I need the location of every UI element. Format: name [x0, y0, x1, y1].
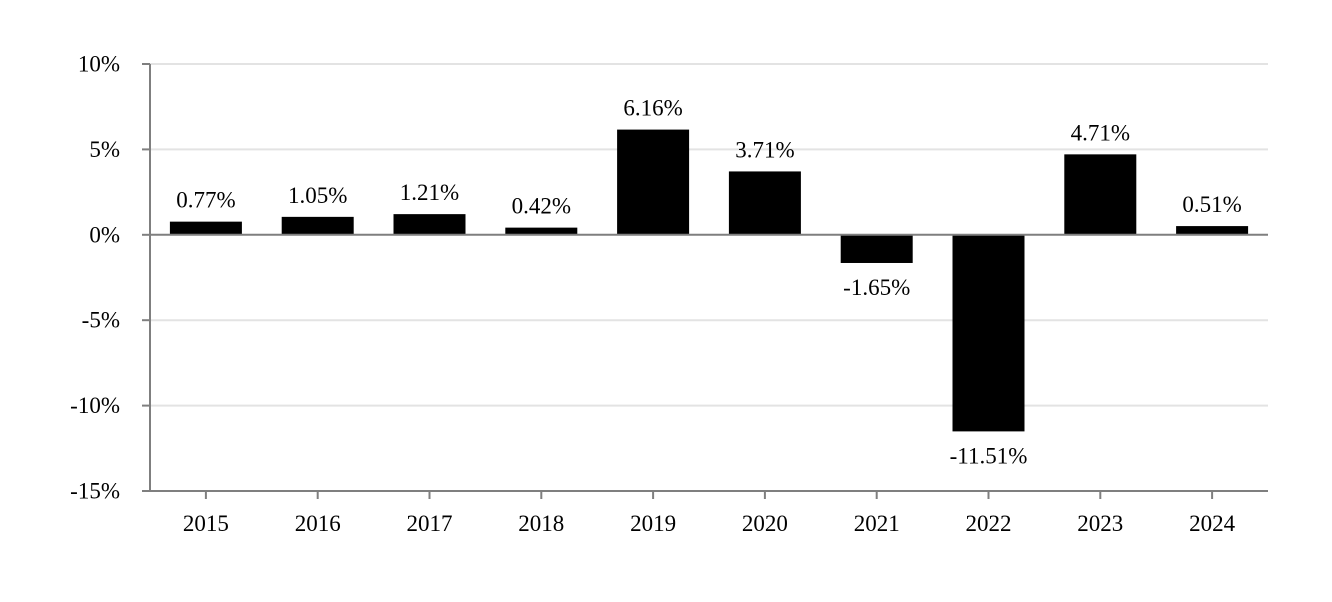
x-tick-label-2021: 2021: [854, 511, 900, 536]
bar-2017[interactable]: [393, 214, 466, 235]
data-label-2018: 0.42%: [512, 194, 571, 219]
data-label-2019: 6.16%: [623, 96, 682, 121]
y-tick-label: 5%: [89, 137, 120, 162]
data-label-2015: 0.77%: [176, 188, 235, 213]
bar-2018[interactable]: [505, 227, 578, 235]
data-label-2023: 4.71%: [1071, 120, 1130, 145]
data-label-2020: 3.71%: [735, 137, 794, 162]
axes: [142, 63, 1268, 499]
y-tick-label: -10%: [70, 393, 120, 418]
x-tick-label-2016: 2016: [295, 511, 341, 536]
data-label-2022: -11.51%: [950, 443, 1028, 468]
data-label-2016: 1.05%: [288, 183, 347, 208]
bar-2022[interactable]: [952, 234, 1025, 432]
data-label-2017: 1.21%: [400, 180, 459, 205]
bar-2023[interactable]: [1064, 154, 1137, 235]
x-tick-label-2018: 2018: [518, 511, 564, 536]
x-tick-label-2023: 2023: [1077, 511, 1123, 536]
x-tick-label-2017: 2017: [407, 511, 453, 536]
x-tick-label-2019: 2019: [630, 511, 676, 536]
y-tick-label: -5%: [82, 308, 120, 333]
y-tick-label: 0%: [89, 222, 120, 247]
data-label-2021: -1.65%: [843, 275, 910, 300]
x-tick-label-2024: 2024: [1189, 511, 1236, 536]
bar-2015[interactable]: [169, 221, 242, 235]
bar-2016[interactable]: [281, 216, 354, 235]
bar-2020[interactable]: [728, 171, 801, 235]
x-tick-label-2022: 2022: [966, 511, 1012, 536]
y-tick-label: 10%: [78, 52, 120, 77]
data-label-2024: 0.51%: [1182, 192, 1241, 217]
bar-2024[interactable]: [1176, 226, 1249, 235]
bar-2019[interactable]: [617, 129, 690, 235]
labels: 10% 5% 0% -5% -10% -15% 0.77% 2015 1.05% 2016 1.21…: [70, 52, 1242, 537]
x-tick-label-2015: 2015: [183, 511, 229, 536]
x-tick-label-2020: 2020: [742, 511, 788, 536]
bars: [169, 129, 1249, 432]
bar-2021[interactable]: [840, 234, 913, 263]
y-tick-label: -15%: [70, 479, 120, 504]
